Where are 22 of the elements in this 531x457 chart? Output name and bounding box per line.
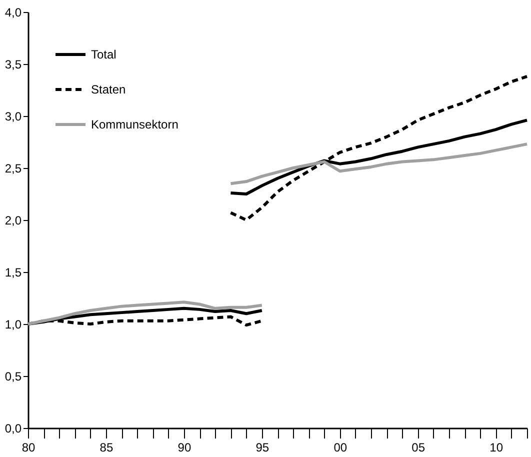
y-tick-label: 0,0 [4,422,22,436]
x-tick-label: 05 [412,440,426,454]
y-tick-label: 2,0 [4,214,22,228]
y-tick-label: 1,0 [4,318,22,332]
line-series [229,74,528,222]
x-tick-label: 85 [100,440,114,454]
y-tick-label: 2,5 [4,162,22,176]
line-series [229,142,528,186]
line-series [26,300,264,326]
x-tick-label: 10 [490,440,504,454]
x-tick-label: 80 [22,440,36,454]
legend-label: Kommunsektorn [91,118,178,132]
x-tick-label: 90 [178,440,192,454]
y-tick-label: 1,5 [4,266,22,280]
y-tick-label: 3,0 [4,110,22,124]
legend-label: Staten [91,82,126,96]
legend-label: Total [91,48,116,62]
y-tick-label: 4,0 [4,6,22,20]
y-tick-label: 0,5 [4,370,22,384]
x-tick-label: 95 [256,440,270,454]
y-tick-label: 3,5 [4,58,22,72]
x-tick-label: 00 [334,440,348,454]
